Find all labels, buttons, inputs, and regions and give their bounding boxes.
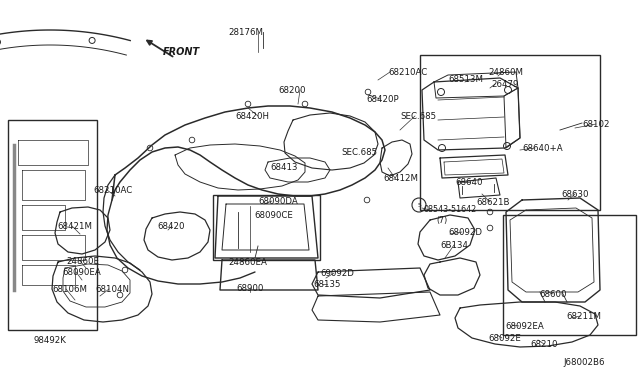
Text: 68135: 68135 bbox=[313, 280, 340, 289]
Text: 68200: 68200 bbox=[278, 86, 305, 95]
Text: 68640+A: 68640+A bbox=[522, 144, 563, 153]
Text: 68421M: 68421M bbox=[57, 222, 92, 231]
Text: 26479: 26479 bbox=[491, 80, 518, 89]
Text: 68090DA: 68090DA bbox=[258, 197, 298, 206]
Text: 5: 5 bbox=[417, 203, 421, 208]
Text: 68090EA: 68090EA bbox=[62, 268, 100, 277]
Text: SEC.685: SEC.685 bbox=[400, 112, 436, 121]
Text: 68600: 68600 bbox=[539, 290, 566, 299]
Text: 68420P: 68420P bbox=[366, 95, 399, 104]
Text: 68106M: 68106M bbox=[52, 285, 87, 294]
Text: 68630: 68630 bbox=[561, 190, 589, 199]
Text: 69092D: 69092D bbox=[320, 269, 354, 278]
Text: SEC.685: SEC.685 bbox=[341, 148, 377, 157]
Text: 24860M: 24860M bbox=[488, 68, 523, 77]
Text: 68420H: 68420H bbox=[235, 112, 269, 121]
Text: 98492K: 98492K bbox=[33, 336, 66, 345]
Text: 68092EA: 68092EA bbox=[505, 322, 544, 331]
Text: 68513M: 68513M bbox=[448, 75, 483, 84]
Text: 68102: 68102 bbox=[582, 120, 609, 129]
Text: 68640: 68640 bbox=[455, 178, 483, 187]
Text: 68420: 68420 bbox=[157, 222, 184, 231]
Text: 68210AC: 68210AC bbox=[388, 68, 428, 77]
Text: 08543-51642: 08543-51642 bbox=[423, 205, 476, 214]
Text: 24860EA: 24860EA bbox=[228, 258, 267, 267]
Text: J68002B6: J68002B6 bbox=[563, 358, 605, 367]
Text: (7): (7) bbox=[436, 216, 447, 225]
Text: 68210: 68210 bbox=[530, 340, 557, 349]
Bar bbox=[503, 215, 636, 335]
Bar bbox=[8, 120, 97, 330]
Text: 68211M: 68211M bbox=[566, 312, 601, 321]
Text: 68090CE: 68090CE bbox=[254, 211, 293, 220]
Text: 68621B: 68621B bbox=[476, 198, 509, 207]
Text: 68092E: 68092E bbox=[488, 334, 521, 343]
Text: 6B134: 6B134 bbox=[440, 241, 468, 250]
Text: 68413: 68413 bbox=[270, 163, 298, 172]
Text: 68092D: 68092D bbox=[448, 228, 482, 237]
Bar bbox=[420, 55, 600, 210]
Text: 68104N: 68104N bbox=[95, 285, 129, 294]
Bar bbox=[213, 195, 320, 260]
Text: 28176M: 28176M bbox=[228, 28, 263, 37]
Text: FRONT: FRONT bbox=[163, 47, 200, 57]
Text: 68900: 68900 bbox=[236, 284, 264, 293]
Text: 24860E: 24860E bbox=[66, 257, 99, 266]
Text: 68412M: 68412M bbox=[383, 174, 418, 183]
Text: 68210AC: 68210AC bbox=[93, 186, 132, 195]
